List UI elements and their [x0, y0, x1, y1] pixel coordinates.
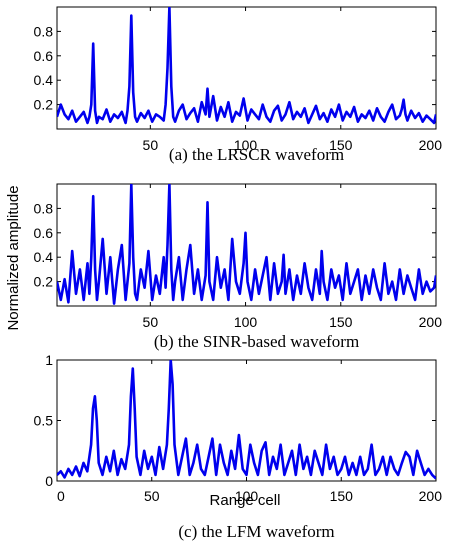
x-tick-label: 100: [234, 314, 258, 330]
y-tick-label: 0.2: [34, 274, 54, 290]
x-tick-label: 200: [419, 314, 443, 330]
y-tick-label: 0.6: [34, 225, 54, 241]
plot-frame: [56, 359, 437, 482]
x-tick-label: 100: [234, 137, 258, 153]
x-tick-label: 100: [235, 488, 259, 504]
y-tick-label: 0.8: [34, 23, 54, 39]
subplot-2: 0.2 0.4 0.6 0.8 50 100 150 200 (b) the SINR-base…: [34, 183, 443, 351]
series-line: [57, 7, 436, 125]
series-line: [57, 184, 436, 305]
x-tick-label: 150: [329, 314, 353, 330]
subplot-1: 0.2 0.4 0.6 0.8 50 100 150 200 (a) the LRSCR wav…: [34, 6, 443, 164]
plot-frame: [56, 183, 437, 307]
x-axis-label: Range cell: [210, 492, 281, 509]
y-tick-label: 0.4: [34, 72, 54, 88]
x-tick-label: 150: [329, 137, 353, 153]
subplot-3: 0 0.5 1 0 50 100 150 200 (c) the LFM waveform: [34, 352, 443, 541]
x-tick-label: 50: [143, 314, 159, 330]
y-tick-label: 0.4: [34, 249, 54, 265]
x-tick-label: 0: [57, 488, 65, 504]
subplot-caption: (b) the SINR-based waveform: [154, 332, 359, 351]
y-tick-label: 0.5: [34, 413, 54, 429]
y-tick-label: 0.2: [34, 97, 54, 113]
y-tick-label: 1: [45, 352, 53, 368]
subplots: 0.20.40.60.850 100 150 200(a) the LRSCR wav…: [34, 6, 443, 541]
y-tick-label: 0.6: [34, 48, 54, 64]
y-tick-label: 0.8: [34, 200, 54, 216]
subplot-caption: (a) the LRSCR waveform: [169, 145, 344, 164]
x-tick-label: 200: [419, 137, 443, 153]
series-line: [57, 360, 436, 480]
y-axis-label: Normalized amplitude: [5, 185, 22, 330]
x-tick-label: 50: [144, 488, 160, 504]
y-tick-label: 0: [45, 473, 53, 489]
x-tick-label: 50: [143, 137, 159, 153]
subplot-caption: (c) the LFM waveform: [178, 522, 334, 541]
x-tick-label: 150: [330, 488, 354, 504]
x-tick-label: 200: [419, 488, 443, 504]
